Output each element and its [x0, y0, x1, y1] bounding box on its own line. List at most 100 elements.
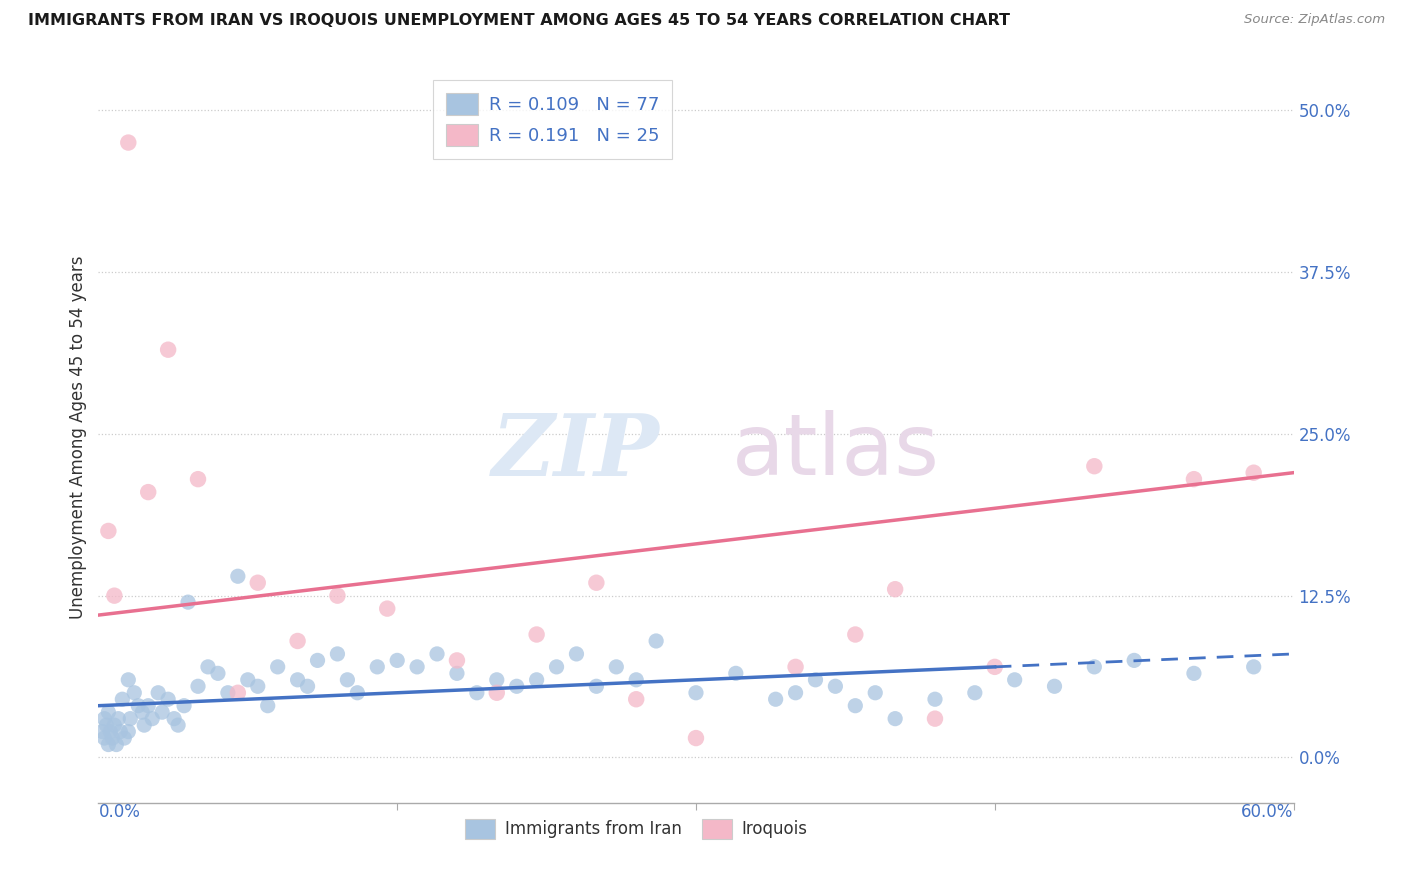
Point [375, 601, 398, 615]
Point [446, 653, 468, 667]
Point [844, 627, 866, 641]
Point [844, 698, 866, 713]
Point [1043, 679, 1066, 693]
Point [187, 679, 209, 693]
Point [546, 660, 568, 674]
Point [485, 673, 508, 687]
Point [963, 686, 986, 700]
Point [93, 712, 115, 726]
Point [605, 660, 627, 674]
Point [150, 705, 173, 719]
Point [1004, 673, 1026, 687]
Point [157, 692, 180, 706]
Point [91, 724, 114, 739]
Point [326, 647, 349, 661]
Point [526, 673, 548, 687]
Text: atlas: atlas [733, 410, 939, 493]
Point [984, 660, 1007, 674]
Point [96, 718, 118, 732]
Point [110, 724, 132, 739]
Point [246, 679, 269, 693]
Legend: Immigrants from Iran, Iroquois: Immigrants from Iran, Iroquois [458, 812, 814, 846]
Point [785, 686, 807, 700]
Point [207, 666, 229, 681]
Point [131, 705, 153, 719]
Point [924, 712, 946, 726]
Point [724, 666, 747, 681]
Point [101, 731, 124, 745]
Point [1083, 459, 1105, 474]
Point [884, 712, 907, 726]
Point [346, 686, 368, 700]
Point [120, 712, 142, 726]
Point [141, 712, 163, 726]
Point [585, 679, 607, 693]
Point [685, 731, 707, 745]
Point [426, 647, 449, 661]
Point [103, 589, 125, 603]
Point [366, 660, 388, 674]
Point [287, 673, 309, 687]
Point [1083, 660, 1105, 674]
Point [824, 679, 846, 693]
Point [585, 575, 607, 590]
Point [765, 692, 787, 706]
Text: 60.0%: 60.0% [1241, 803, 1294, 821]
Point [526, 627, 548, 641]
Point [157, 343, 180, 357]
Point [127, 698, 149, 713]
Point [197, 660, 219, 674]
Point [236, 673, 259, 687]
Point [124, 686, 146, 700]
Point [1123, 653, 1146, 667]
Point [173, 698, 195, 713]
Point [1182, 666, 1205, 681]
Point [1243, 660, 1265, 674]
Point [136, 698, 159, 713]
Point [884, 582, 907, 597]
Point [97, 705, 120, 719]
Point [226, 569, 249, 583]
Point [626, 692, 648, 706]
Point [107, 712, 129, 726]
Point [117, 136, 139, 150]
Point [112, 731, 135, 745]
Point [565, 647, 588, 661]
Point [217, 686, 239, 700]
Text: 0.0%: 0.0% [98, 803, 141, 821]
Point [287, 634, 309, 648]
Point [297, 679, 319, 693]
Point [167, 718, 190, 732]
Point [105, 738, 128, 752]
Point [163, 712, 186, 726]
Point [785, 660, 807, 674]
Point [93, 731, 115, 745]
Y-axis label: Unemployment Among Ages 45 to 54 years: Unemployment Among Ages 45 to 54 years [69, 255, 87, 619]
Point [117, 673, 139, 687]
Point [136, 485, 159, 500]
Point [865, 686, 887, 700]
Point [336, 673, 359, 687]
Point [267, 660, 290, 674]
Point [246, 575, 269, 590]
Point [1182, 472, 1205, 486]
Point [626, 673, 648, 687]
Point [1243, 466, 1265, 480]
Point [226, 686, 249, 700]
Point [326, 589, 349, 603]
Point [148, 686, 170, 700]
Point [98, 724, 122, 739]
Point [117, 724, 139, 739]
Point [103, 718, 125, 732]
Point [406, 660, 429, 674]
Point [187, 472, 209, 486]
Point [111, 692, 134, 706]
Text: IMMIGRANTS FROM IRAN VS IROQUOIS UNEMPLOYMENT AMONG AGES 45 TO 54 YEARS CORRELAT: IMMIGRANTS FROM IRAN VS IROQUOIS UNEMPLO… [28, 13, 1010, 29]
Point [97, 738, 120, 752]
Point [465, 686, 488, 700]
Point [446, 666, 468, 681]
Point [97, 524, 120, 538]
Point [685, 686, 707, 700]
Point [385, 653, 409, 667]
Point [177, 595, 200, 609]
